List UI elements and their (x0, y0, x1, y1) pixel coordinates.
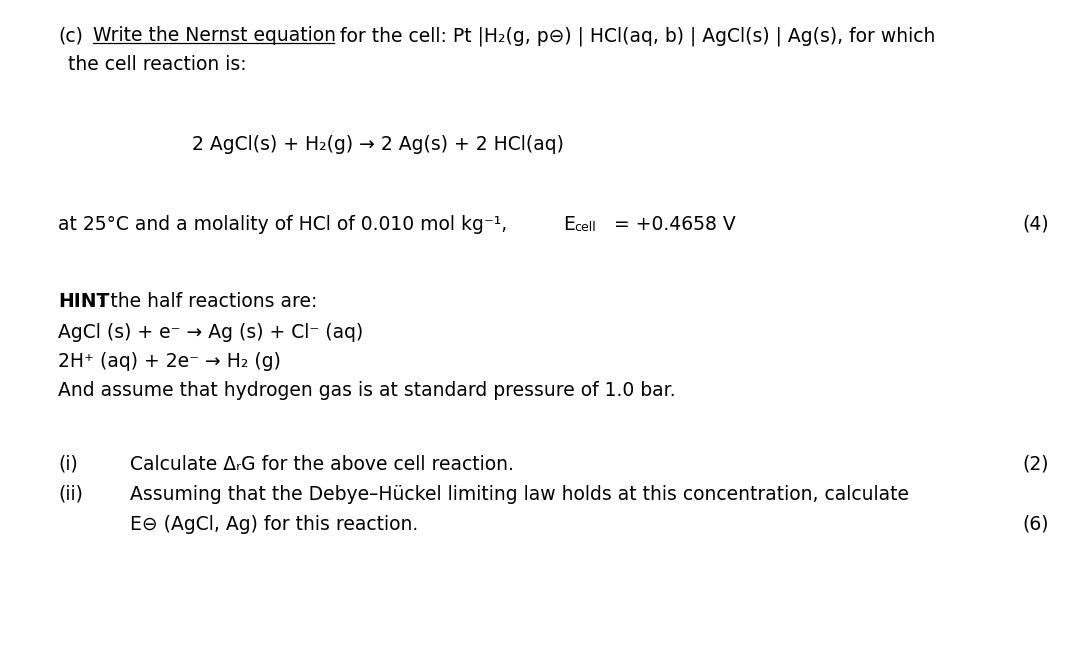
Text: at 25°C and a molality of HCl of 0.010 mol kg⁻¹,: at 25°C and a molality of HCl of 0.010 m… (58, 215, 508, 234)
Text: E⊖ (AgCl, Ag) for this reaction.: E⊖ (AgCl, Ag) for this reaction. (130, 515, 418, 534)
Text: (6): (6) (1022, 515, 1049, 534)
Text: AgCl (s) + e⁻ → Ag (s) + Cl⁻ (aq): AgCl (s) + e⁻ → Ag (s) + Cl⁻ (aq) (58, 323, 363, 342)
Text: for the cell: Pt |H₂(g, p⊖) | HCl(aq, ​b) | AgCl(s) | Ag(s), for which: for the cell: Pt |H₂(g, p⊖) | HCl(aq, ​b… (334, 26, 935, 46)
Text: = +0.4658 V: = +0.4658 V (608, 215, 735, 234)
Text: Assuming that the Debye–Hückel limiting law holds at this concentration, calcula: Assuming that the Debye–Hückel limiting … (130, 485, 909, 504)
Text: Calculate ΔᵣG for the above cell reaction.: Calculate ΔᵣG for the above cell reactio… (130, 455, 514, 474)
Text: (ii): (ii) (58, 485, 83, 504)
Text: the cell reaction is:: the cell reaction is: (68, 55, 246, 74)
Text: And assume that hydrogen gas is at standard pressure of 1.0 bar.: And assume that hydrogen gas is at stand… (58, 381, 676, 400)
Text: (4): (4) (1022, 215, 1049, 234)
Text: 2H⁺ (aq) + 2e⁻ → H₂ (g): 2H⁺ (aq) + 2e⁻ → H₂ (g) (58, 352, 281, 371)
Text: : the half reactions are:: : the half reactions are: (98, 292, 318, 311)
Text: HINT: HINT (58, 292, 109, 311)
Text: Write the Nernst equation: Write the Nernst equation (93, 26, 336, 45)
Text: 2 AgCl(s) + H₂(g) → 2 Ag(s) + 2 HCl(aq): 2 AgCl(s) + H₂(g) → 2 Ag(s) + 2 HCl(aq) (192, 135, 564, 154)
Text: (c): (c) (58, 26, 83, 45)
Text: cell: cell (573, 221, 596, 234)
Text: E: E (563, 215, 575, 234)
Text: (2): (2) (1022, 455, 1049, 474)
Text: (i): (i) (58, 455, 78, 474)
